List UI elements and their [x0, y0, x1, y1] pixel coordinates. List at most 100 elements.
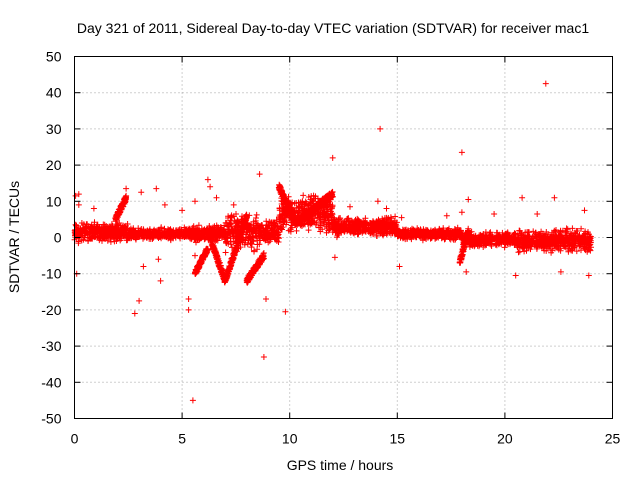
- data-point: [133, 234, 140, 241]
- data-point: [113, 234, 120, 241]
- data-point: [204, 246, 211, 253]
- data-point: [502, 230, 509, 237]
- data-point: [166, 227, 173, 234]
- data-point: [279, 213, 286, 220]
- x-tick-label: 20: [497, 431, 513, 447]
- data-point: [331, 222, 338, 229]
- data-point: [260, 354, 267, 360]
- data-point: [473, 240, 480, 247]
- data-point: [231, 217, 238, 224]
- data-point: [516, 227, 523, 234]
- data-point: [84, 234, 91, 241]
- data-point: [140, 263, 147, 270]
- data-point: [274, 230, 281, 237]
- y-tick-label: -40: [41, 374, 61, 390]
- data-point: [587, 241, 594, 248]
- data-point: [256, 241, 263, 248]
- data-point: [267, 219, 274, 226]
- data-point: [578, 247, 584, 254]
- data-point: [375, 216, 382, 223]
- data-point: [114, 221, 121, 228]
- y-tick-label: 50: [46, 49, 62, 65]
- data-point: [409, 230, 416, 237]
- data-point: [193, 231, 200, 238]
- data-point: [335, 221, 342, 228]
- chart-title: Day 321 of 2011, Sidereal Day-to-day VTE…: [77, 20, 589, 36]
- data-point: [549, 238, 555, 245]
- data-point: [505, 238, 511, 245]
- data-point: [260, 228, 267, 235]
- data-point: [164, 233, 171, 240]
- data-point: [80, 236, 87, 243]
- data-point: [260, 255, 267, 262]
- data-point: [469, 238, 476, 245]
- data-point: [193, 234, 200, 241]
- y-tick-label: -10: [41, 266, 61, 282]
- data-point: [399, 233, 406, 240]
- data-point: [99, 229, 105, 236]
- data-point: [89, 235, 95, 242]
- data-point: [569, 225, 576, 232]
- data-point: [279, 205, 286, 211]
- data-point: [557, 268, 564, 275]
- data-point: [263, 234, 270, 241]
- data-point: [111, 230, 118, 237]
- data-point: [75, 191, 82, 198]
- data-point: [190, 233, 197, 240]
- data-point: [571, 244, 578, 251]
- data-point: [575, 240, 582, 247]
- data-point: [374, 223, 381, 230]
- data-point: [305, 227, 312, 234]
- data-point: [543, 239, 550, 245]
- data-point: [368, 220, 374, 227]
- data-point: [85, 223, 92, 230]
- data-point: [308, 193, 315, 200]
- data-point: [142, 230, 149, 237]
- data-point: [88, 224, 95, 231]
- data-point: [117, 230, 124, 237]
- data-point: [252, 217, 259, 224]
- data-point: [438, 231, 445, 238]
- data-point: [206, 226, 213, 233]
- data-point: [445, 232, 452, 239]
- data-point: [312, 195, 319, 202]
- x-tick-label: 10: [282, 431, 298, 447]
- data-point: [374, 198, 381, 205]
- grid-lines: [74, 56, 613, 419]
- data-point: [563, 225, 570, 232]
- data-point: [215, 225, 222, 232]
- data-point: [212, 228, 219, 235]
- data-point: [315, 211, 322, 218]
- data-point: [380, 226, 387, 233]
- data-point: [355, 230, 361, 237]
- data-point: [289, 224, 296, 231]
- data-point: [350, 224, 357, 231]
- data-point: [298, 204, 305, 211]
- data-point: [565, 248, 572, 255]
- data-point: [458, 149, 465, 156]
- axis-ticks: [74, 56, 613, 419]
- data-point: [125, 231, 132, 238]
- data-point: [432, 228, 439, 235]
- data-point: [363, 221, 370, 228]
- data-point: [182, 231, 189, 238]
- data-point: [512, 272, 519, 279]
- data-point: [251, 247, 258, 254]
- data-point: [222, 249, 229, 256]
- data-point: [349, 228, 355, 235]
- data-point: [153, 185, 160, 192]
- data-point: [269, 220, 275, 227]
- data-point: [272, 222, 279, 229]
- data-point: [329, 193, 336, 200]
- data-point: [200, 233, 206, 240]
- data-point: [373, 232, 380, 239]
- data-point: [316, 224, 322, 231]
- data-point: [296, 210, 302, 217]
- data-point: [366, 227, 373, 234]
- data-point: [552, 232, 559, 239]
- data-point: [488, 243, 495, 249]
- data-point: [293, 227, 300, 234]
- data-point: [192, 252, 198, 259]
- data-point: [354, 222, 361, 229]
